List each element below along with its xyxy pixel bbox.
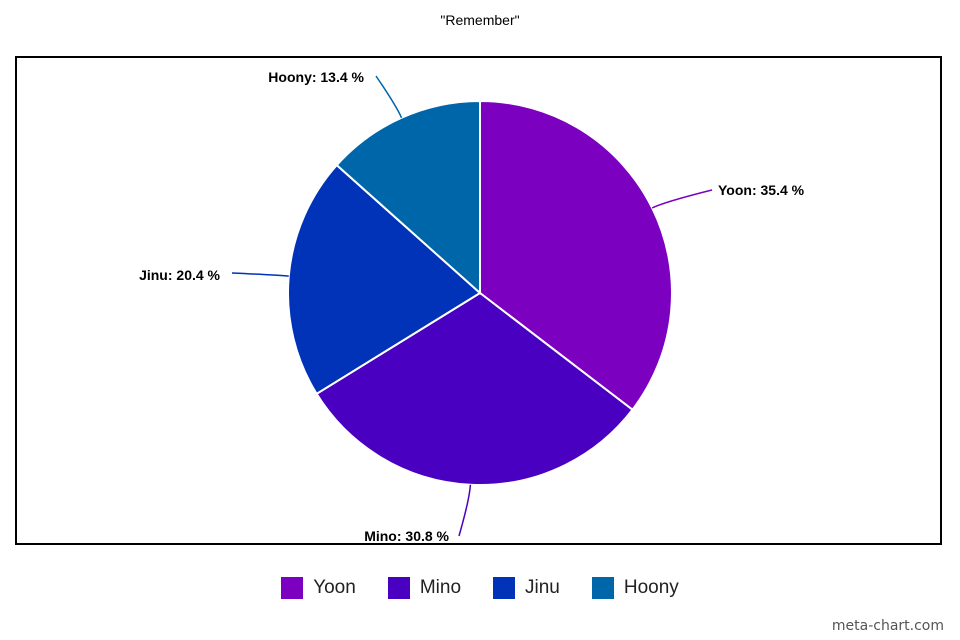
legend-item-hoony[interactable]: Hoony [591,577,679,599]
data-label-hoony: Hoony: 13.4 % [268,69,364,85]
plot-frame [15,56,942,545]
legend-label: Jinu [525,577,560,598]
legend-label: Hoony [623,577,679,598]
watermark: meta-chart.com [831,618,944,634]
legend-item-jinu[interactable]: Jinu [493,577,560,599]
pie-slice-yoon [479,99,673,412]
connector-mino [458,484,472,537]
data-label-mino: Mino: 30.8 % [364,528,449,544]
legend-item-mino[interactable]: Mino [387,577,462,599]
chart-title: "Remember" [440,12,520,28]
legend: Yoon Mino Jinu Hoony [0,577,960,599]
legend-swatch [591,577,614,599]
legend-swatch [493,577,516,599]
data-label-jinu: Jinu: 20.4 % [139,267,220,283]
connector-jinu [231,272,289,277]
data-label-yoon: Yoon: 35.4 % [718,182,805,198]
legend-label: Mino [419,577,462,598]
legend-swatch [281,577,304,599]
pie-slice-mino [315,291,634,486]
legend-swatch [387,577,410,599]
legend-item-yoon[interactable]: Yoon [281,577,356,599]
connector-hoony [375,75,403,119]
connector-yoon [651,189,713,209]
legend-label: Yoon [313,577,356,598]
